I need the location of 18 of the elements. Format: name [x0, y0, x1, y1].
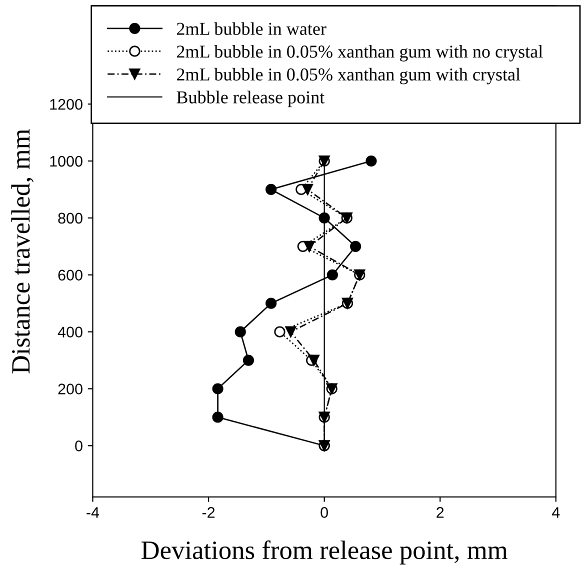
- x-axis-title: Deviations from release point, mm: [142, 540, 508, 565]
- x-tick-label: -2: [202, 507, 215, 518]
- y-axis-title: Distance travelled, mm: [11, 129, 34, 374]
- x-tick-label: 2: [436, 507, 444, 518]
- y-tick-label: 400: [58, 326, 82, 338]
- y-tick-label: 1200: [50, 98, 82, 110]
- legend-label: 2mL bubble in 0.05% xanthan gum with no crystal: [177, 45, 543, 62]
- y-tick-label: 600: [58, 270, 82, 281]
- y-tick-label: 200: [58, 384, 82, 394]
- x-tick-label: -4: [86, 507, 100, 518]
- x-tick-label: 4: [552, 507, 560, 518]
- y-tick-label: 800: [58, 212, 82, 224]
- y-tick-label: 0: [75, 440, 82, 452]
- legend-label: 2mL bubble in water: [177, 22, 326, 35]
- x-tick-label: 0: [320, 507, 328, 518]
- y-tick-label: 1000: [50, 156, 82, 167]
- legend-label: 2mL bubble in 0.05% xanthan gum with crystal: [177, 68, 520, 84]
- legend-label: Bubble release point: [176, 90, 325, 108]
